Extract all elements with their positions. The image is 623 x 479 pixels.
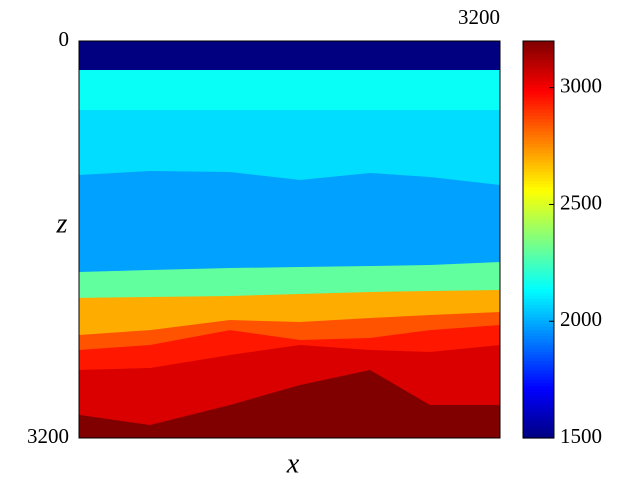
colorbar-tick-label: 1500 [560, 424, 602, 448]
y-tick-label: 0 [59, 27, 70, 51]
colorbar-tick-label: 2500 [560, 190, 602, 214]
colorbar-tick-label: 3000 [560, 74, 602, 98]
y-tick-label: 3200 [27, 424, 69, 448]
plot-area [79, 41, 500, 438]
colorbar: 1500 2000 2500 3000 [523, 41, 602, 448]
chart: 1500 2000 2500 3000 z x 0 3200 3200 [0, 0, 623, 479]
x-tick-label: 3200 [458, 5, 500, 29]
colorbar-swatch [523, 41, 554, 45]
x-axis-label: x [286, 448, 300, 479]
page: {"chart_data": { "type": "layered-image"… [0, 0, 623, 479]
y-axis-label: z [56, 208, 68, 239]
colorbar-tick-label: 2000 [560, 307, 602, 331]
